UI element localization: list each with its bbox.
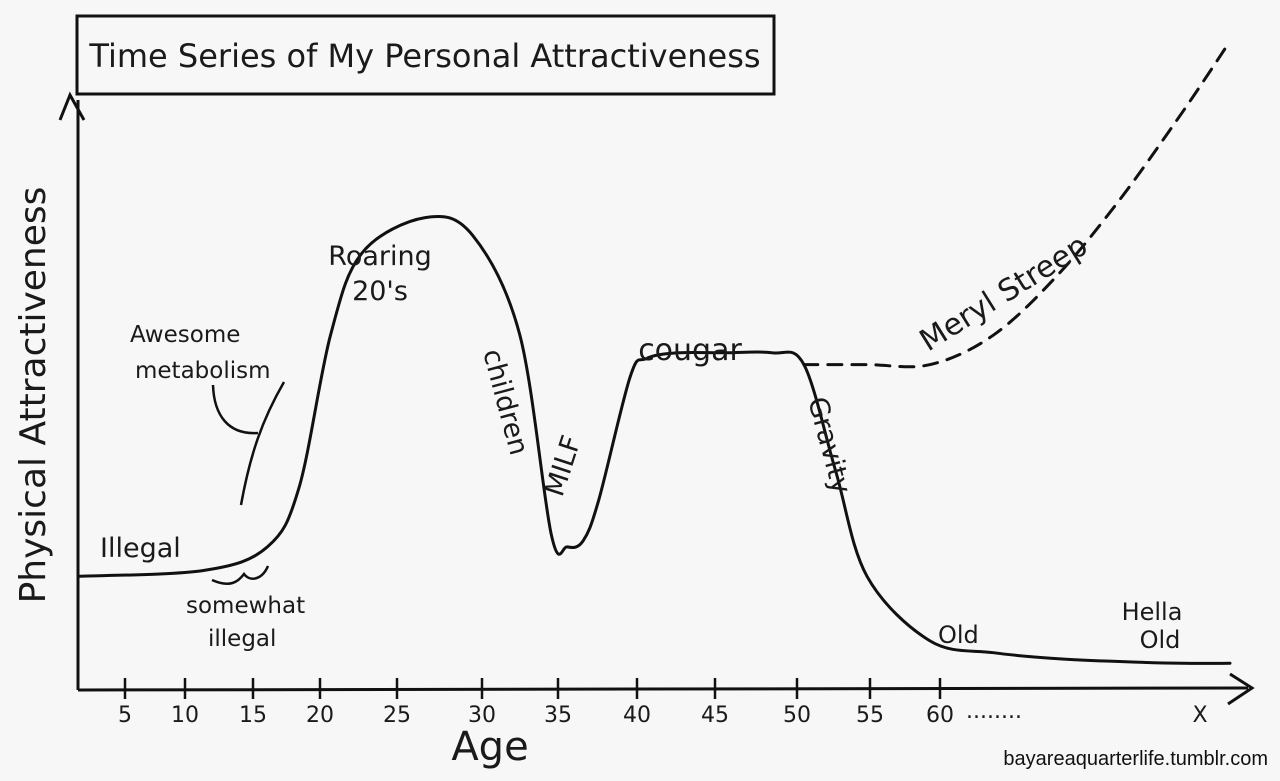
x-tick-label: 55	[856, 703, 884, 728]
series-line-main	[76, 214, 1232, 665]
chart-title: Time Series of My Personal Attractivenes…	[88, 37, 760, 75]
annotation-hella-old: Old	[1140, 626, 1181, 654]
x-tick-label: 60	[926, 703, 954, 728]
x-tick-ellipsis: ........	[966, 699, 1022, 724]
y-axis-arrowhead	[58, 91, 86, 121]
annotation-roaring: Roaring	[328, 241, 431, 272]
x-axis	[77, 686, 1249, 692]
x-axis-label: Age	[451, 724, 528, 770]
annotation-illegal: Illegal	[100, 533, 181, 564]
source-credit: bayareaquarterlife.tumblr.com	[1003, 748, 1268, 770]
series-line-dashed	[802, 39, 1232, 369]
metabolism-leader	[211, 384, 259, 435]
x-tick-label: 5	[118, 703, 132, 728]
x-tick-label: X	[1192, 703, 1207, 728]
annotation-awesome: Awesome	[130, 322, 240, 348]
x-tick-label: 50	[783, 703, 811, 728]
title-box	[75, 14, 776, 96]
annotation-twenties: 20's	[352, 276, 408, 307]
x-tick-label: 10	[171, 703, 199, 728]
annotation-meryl-streep: Meryl Streep	[914, 228, 1094, 359]
x-tick-label: 20	[306, 703, 334, 728]
annotation-hella: Hella	[1122, 598, 1183, 626]
y-axis-label: Physical Attractiveness	[13, 187, 54, 604]
x-tick-label: 30	[468, 703, 496, 728]
annotation-cougar: cougar	[638, 333, 742, 368]
x-axis-arrowhead	[1227, 672, 1255, 706]
x-tick-label: 40	[623, 703, 651, 728]
annotation-metabolism: metabolism	[135, 358, 271, 384]
series-group	[76, 39, 1232, 665]
annotation-milf: MILF	[539, 432, 588, 500]
annotation-gravity: Gravity	[801, 394, 856, 497]
x-tick-label: 15	[239, 703, 267, 728]
somewhat-illegal-brace	[211, 565, 270, 585]
x-tick-label: 25	[383, 703, 411, 728]
annotation-somewhat-illegal: illegal	[208, 626, 276, 652]
annotation-old: Old	[938, 621, 979, 649]
x-tick-label: 35	[544, 703, 572, 728]
metabolism-bracket	[239, 381, 286, 506]
x-tick-label: 45	[701, 703, 729, 728]
annotation-somewhat: somewhat	[186, 593, 305, 619]
x-ticks: 5 10 15 20 25 30 35 40 45 50 55 60 X........	[118, 678, 1208, 728]
